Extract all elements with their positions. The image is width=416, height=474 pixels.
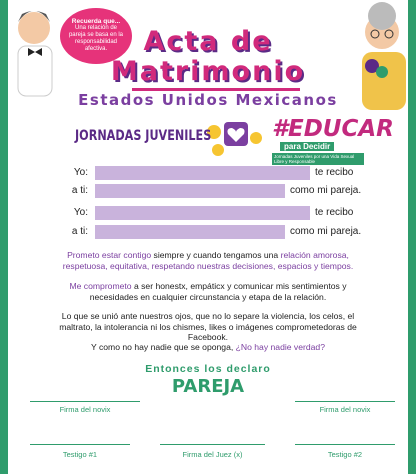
paragraph: Y como no hay nadie que se oponga, ¿No h…: [48, 342, 368, 353]
signature-label: Firma del novix: [295, 405, 395, 414]
title-line: Matrimonio: [0, 56, 416, 87]
vow-suffix: como mi pareja.: [290, 226, 361, 237]
signature-line: [295, 444, 395, 445]
brand-sub: para Decidir: [280, 142, 334, 151]
paragraph-segment: Lo que se unió ante nuestros ojos, que n…: [59, 311, 357, 342]
paragraph: Prometo estar contigo siempre y cuando t…: [48, 250, 368, 271]
title-line: Acta de: [0, 26, 416, 57]
page: Recuerda que...Una relación de pareja se…: [0, 0, 416, 474]
paragraph-segment: Prometo estar contigo: [67, 250, 151, 260]
declaration-word: PAREJA: [0, 376, 416, 397]
paragraph-segment: Y como no hay nadie que se oponga,: [91, 342, 236, 352]
brand: #EDUCAR: [272, 116, 394, 142]
signature-label: Testigo #2: [295, 450, 395, 459]
signature-line: [30, 401, 140, 402]
emoji-icons: [207, 122, 262, 156]
signature-line: [160, 444, 265, 445]
paragraph: Lo que se unió ante nuestros ojos, que n…: [48, 311, 368, 343]
subtitle: Estados Unidos Mexicanos: [0, 91, 416, 109]
bubble-title: Recuerda que...: [66, 18, 126, 25]
name-field: [95, 225, 285, 239]
vow-label: Yo:: [48, 207, 88, 218]
vow-label: a ti:: [48, 226, 88, 237]
signature-label: Testigo #1: [30, 450, 130, 459]
banner-left: JORNADAS JUVENILES: [75, 128, 211, 144]
name-field: [95, 166, 310, 180]
brand-tagline: Jornadas Juveniles por una Vida Sexual L…: [272, 153, 364, 165]
signature-line: [295, 401, 395, 402]
paragraph-segment: Me comprometo: [69, 281, 131, 291]
vow-suffix: te recibo: [315, 207, 353, 218]
name-field: [95, 184, 285, 198]
paragraph-segment: ¿No hay nadie verdad?: [236, 342, 325, 352]
signature-label: Firma del Juez (x): [160, 450, 265, 459]
signature-label: Firma del novix: [30, 405, 140, 414]
vow-label: Yo:: [48, 167, 88, 178]
vow-label: a ti:: [48, 185, 88, 196]
name-field: [95, 206, 310, 220]
paragraph-segment: siempre y cuando tengamos una: [151, 250, 280, 260]
vow-suffix: como mi pareja.: [290, 185, 361, 196]
paragraph: Me comprometo a ser honestx, empáticx y …: [48, 281, 368, 302]
vow-suffix: te recibo: [315, 167, 353, 178]
signature-line: [30, 444, 130, 445]
declaration-intro: Entonces los declaro: [0, 363, 416, 375]
